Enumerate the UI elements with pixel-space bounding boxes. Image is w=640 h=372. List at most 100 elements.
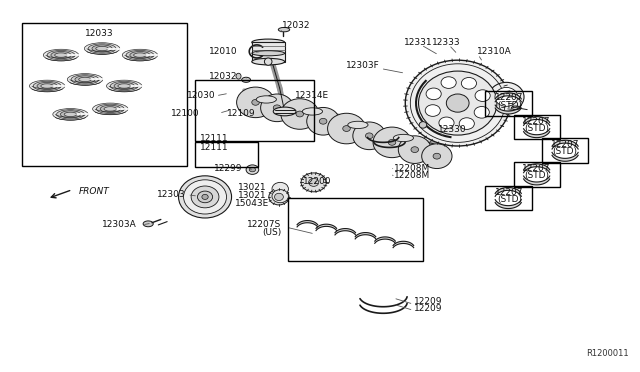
Text: (STD): (STD)	[524, 124, 549, 133]
Text: 12207: 12207	[551, 140, 579, 149]
Ellipse shape	[393, 134, 413, 142]
Text: 12111: 12111	[200, 134, 228, 143]
Polygon shape	[495, 187, 522, 196]
Bar	[541, 138, 588, 163]
Bar	[514, 162, 560, 187]
Ellipse shape	[126, 50, 154, 60]
Text: 12299: 12299	[214, 164, 243, 173]
Ellipse shape	[511, 106, 520, 110]
Ellipse shape	[353, 122, 386, 150]
Ellipse shape	[33, 81, 61, 91]
Polygon shape	[335, 228, 356, 235]
Polygon shape	[355, 232, 376, 239]
Ellipse shape	[84, 43, 120, 54]
Ellipse shape	[237, 87, 275, 118]
Text: 12207: 12207	[495, 188, 524, 197]
Bar	[289, 198, 423, 261]
Ellipse shape	[281, 99, 319, 129]
Ellipse shape	[260, 94, 294, 122]
Ellipse shape	[53, 109, 88, 120]
Polygon shape	[552, 153, 578, 161]
Polygon shape	[393, 241, 413, 248]
Text: (US): (US)	[262, 228, 282, 237]
Ellipse shape	[474, 106, 490, 118]
Ellipse shape	[419, 71, 497, 135]
Text: 12207: 12207	[522, 117, 551, 126]
Ellipse shape	[328, 113, 365, 144]
Bar	[195, 142, 258, 167]
Ellipse shape	[422, 144, 452, 169]
Ellipse shape	[263, 51, 273, 55]
Text: 12207: 12207	[522, 164, 551, 173]
Ellipse shape	[264, 58, 272, 65]
Ellipse shape	[134, 53, 147, 57]
Text: 12303: 12303	[157, 189, 186, 199]
Text: 12109: 12109	[227, 109, 255, 118]
Text: 12330: 12330	[438, 125, 467, 134]
Ellipse shape	[118, 84, 131, 88]
Text: 12310A: 12310A	[477, 47, 511, 56]
Ellipse shape	[242, 77, 250, 82]
Text: 12333: 12333	[432, 38, 461, 47]
Ellipse shape	[93, 103, 128, 115]
Text: 12100: 12100	[172, 109, 200, 118]
Ellipse shape	[97, 104, 124, 113]
Polygon shape	[375, 237, 396, 243]
Text: 15043E: 15043E	[236, 199, 269, 208]
Polygon shape	[495, 93, 522, 102]
Ellipse shape	[75, 76, 95, 83]
Bar	[22, 23, 188, 166]
Polygon shape	[552, 140, 578, 149]
Text: (STD): (STD)	[552, 147, 577, 156]
Ellipse shape	[461, 77, 477, 89]
Ellipse shape	[343, 126, 350, 131]
Polygon shape	[524, 116, 550, 125]
Ellipse shape	[51, 51, 71, 59]
Ellipse shape	[411, 147, 419, 153]
Text: 12209: 12209	[413, 297, 442, 306]
Ellipse shape	[252, 51, 285, 56]
Ellipse shape	[273, 105, 281, 111]
Ellipse shape	[202, 194, 208, 199]
Text: 12010: 12010	[209, 47, 238, 56]
Ellipse shape	[278, 28, 290, 32]
Ellipse shape	[54, 53, 67, 57]
Ellipse shape	[60, 111, 81, 118]
Ellipse shape	[106, 80, 142, 92]
Ellipse shape	[419, 122, 427, 128]
Text: 12209: 12209	[413, 304, 442, 313]
Bar	[514, 115, 560, 140]
Polygon shape	[524, 176, 550, 185]
Ellipse shape	[92, 45, 112, 52]
Ellipse shape	[37, 82, 57, 90]
Bar	[486, 91, 532, 116]
Ellipse shape	[252, 39, 285, 46]
Ellipse shape	[41, 84, 53, 88]
Ellipse shape	[272, 190, 289, 203]
Bar	[195, 80, 314, 141]
Ellipse shape	[272, 182, 289, 195]
Ellipse shape	[489, 82, 524, 112]
Ellipse shape	[459, 118, 474, 129]
Bar	[486, 186, 532, 210]
Ellipse shape	[114, 82, 134, 90]
Ellipse shape	[191, 186, 219, 208]
Ellipse shape	[302, 108, 323, 115]
Ellipse shape	[365, 133, 373, 139]
Text: (STD): (STD)	[497, 195, 522, 204]
Ellipse shape	[79, 77, 92, 81]
Ellipse shape	[44, 49, 79, 61]
Text: 12032: 12032	[209, 73, 238, 81]
Polygon shape	[252, 42, 285, 62]
Ellipse shape	[433, 153, 441, 159]
Ellipse shape	[64, 112, 77, 116]
Text: 13021: 13021	[237, 190, 266, 200]
Text: 12207: 12207	[495, 93, 524, 103]
Ellipse shape	[398, 136, 431, 163]
Ellipse shape	[439, 117, 454, 129]
Ellipse shape	[405, 60, 510, 146]
Ellipse shape	[441, 77, 456, 89]
Ellipse shape	[67, 74, 102, 85]
Ellipse shape	[373, 127, 411, 158]
Text: 12030: 12030	[187, 91, 216, 100]
